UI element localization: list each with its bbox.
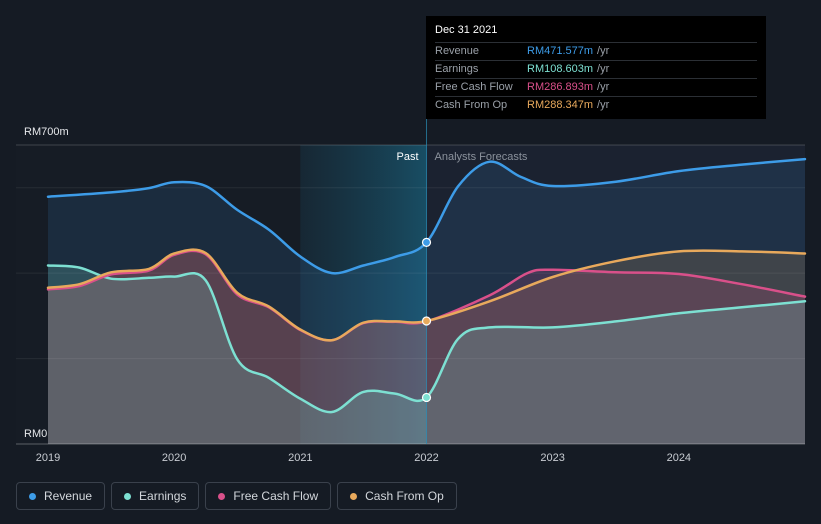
legend-item-cash-from-op[interactable]: Cash From Op (337, 482, 457, 510)
legend-label: Earnings (139, 489, 187, 503)
tooltip-unit: /yr (597, 63, 610, 75)
series-lines (46, 157, 807, 414)
legend-label: Cash From Op (365, 489, 444, 503)
tooltip-value: RM108.603m (527, 63, 594, 75)
tooltip-label: Earnings (435, 63, 479, 75)
legend-item-earnings[interactable]: Earnings (111, 482, 200, 510)
legend-item-free-cash-flow[interactable]: Free Cash Flow (205, 482, 332, 510)
legend-item-revenue[interactable]: Revenue (16, 482, 106, 510)
tooltip-label: Cash From Op (435, 99, 508, 111)
x-tick-label: 2023 (540, 452, 564, 464)
tooltip-label: Revenue (435, 45, 480, 57)
tooltip-row-cash-from-op: Cash From Op RM288.347m /yr (435, 96, 757, 114)
legend-dot-icon (350, 492, 358, 500)
hover-highlight-band (300, 145, 427, 444)
chart-background (16, 145, 805, 444)
legend-dot-icon (124, 492, 132, 500)
tooltip: Dec 31 2021 Revenue RM471.577m /yr Earni… (426, 16, 766, 119)
x-tick-label: 2022 (414, 452, 438, 464)
past-label: Past (396, 151, 418, 163)
tooltip-date: Dec 31 2021 (435, 24, 498, 36)
legend: Revenue Earnings Free Cash Flow Cash Fro… (16, 482, 457, 510)
x-tick-label: 2020 (162, 452, 186, 464)
tooltip-value: RM471.577m (527, 45, 594, 57)
area-earnings (48, 265, 805, 444)
tooltip-label: Free Cash Flow (435, 81, 513, 93)
line-cash-from-op (46, 248, 807, 342)
tooltip-unit: /yr (597, 99, 610, 111)
y-tick-label: RM700m (24, 126, 69, 138)
y-tick-label: RM0 (24, 428, 47, 440)
x-tick-label: 2021 (288, 452, 312, 464)
tooltip-unit: /yr (597, 81, 610, 93)
line-earnings (46, 264, 807, 414)
chart-canvas: RM700m RM0 2019 2020 2021 2022 2023 2024 Past Ana… (16, 16, 807, 464)
point-earnings (421, 392, 432, 403)
tooltip-unit: /yr (597, 45, 610, 57)
legend-label: Revenue (44, 489, 93, 503)
highlight-dots (421, 237, 432, 403)
tooltip-value: RM286.893m (527, 81, 594, 93)
line-revenue (46, 157, 807, 275)
legend-label: Free Cash Flow (233, 489, 319, 503)
legend-dot-icon (218, 492, 226, 500)
forecast-label: Analysts Forecasts (435, 151, 528, 163)
x-tick-label: 2024 (667, 452, 691, 464)
tooltip-row-free-cash-flow: Free Cash Flow RM286.893m /yr (435, 78, 757, 96)
point-revenue (421, 237, 432, 247)
tooltip-row-revenue: Revenue RM471.577m /yr (435, 42, 757, 60)
tooltip-row-earnings: Earnings RM108.603m /yr (435, 60, 757, 78)
x-tick-label: 2019 (36, 452, 60, 464)
tooltip-value: RM288.347m (527, 99, 594, 111)
point-cash-from-op (421, 316, 432, 326)
legend-dot-icon (29, 492, 36, 500)
chart-labels: RM700m RM0 2019 2020 2021 2022 2023 2024 Past Ana… (24, 126, 691, 464)
